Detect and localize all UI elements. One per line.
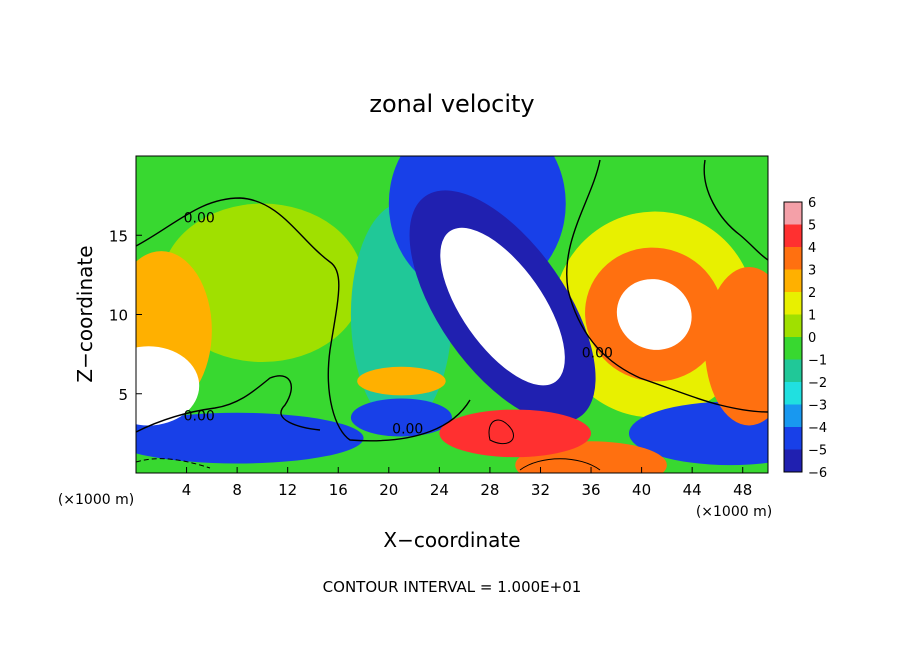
velocity-region-0	[440, 227, 565, 386]
colorbar-swatch	[784, 427, 802, 450]
velocity-region-14	[357, 366, 446, 396]
colorbar-label: −5	[808, 444, 827, 459]
y-tick-label: 15	[109, 227, 128, 245]
x-tick-label: 28	[480, 481, 499, 499]
zero-contour-top-right	[703, 159, 768, 261]
contour-label-3: 0.00	[582, 345, 613, 361]
dashed-contour-bottom-left	[136, 458, 211, 469]
colorbar-swatch	[784, 449, 802, 473]
velocity-region-15	[350, 398, 452, 437]
contour-label-2: 0.00	[392, 421, 423, 437]
colorbar-swatch	[784, 382, 802, 405]
colorbar-swatch	[784, 404, 802, 428]
chart-title: zonal velocity	[369, 90, 534, 118]
colorbar-swatch	[784, 202, 802, 225]
x-tick-label: 40	[632, 481, 651, 499]
colorbar-label: 0	[808, 331, 816, 346]
colorbar-label: 6	[808, 196, 816, 211]
contour-interval-note: CONTOUR INTERVAL = 1.000E+01	[323, 578, 582, 596]
y-tick-label: 5	[118, 386, 128, 404]
zero-contour-upper-left	[136, 197, 471, 442]
colorbar-swatch	[784, 224, 802, 248]
thin-contour-mid	[488, 419, 514, 445]
x-tick-label: 20	[379, 481, 398, 499]
plot-area: 0.00 0.00 0.00 0.00	[136, 156, 768, 473]
colorbar-label: 5	[808, 219, 816, 234]
x-tick-label: 48	[733, 481, 752, 499]
y-axis-label: Z−coordinate	[73, 245, 97, 382]
x-unit-right: (×1000 m)	[696, 504, 772, 520]
x-tick-label: 24	[430, 481, 449, 499]
x-tick-label: 16	[329, 481, 348, 499]
velocity-region-6	[136, 346, 200, 426]
velocity-region-9	[161, 203, 364, 363]
x-unit-left: (×1000 m)	[58, 492, 134, 508]
colorbar-label: −3	[808, 399, 827, 414]
x-tick-label: 36	[581, 481, 600, 499]
velocity-field	[136, 156, 768, 473]
x-tick-label: 32	[531, 481, 550, 499]
x-tick-label: 44	[683, 481, 702, 499]
thin-contour-bottom	[519, 458, 601, 471]
colorbar-label: 1	[808, 309, 816, 324]
colorbar: 6 5 4 3 2 1 0 −1 −2 −3 −4 −5 −6	[783, 196, 827, 481]
contour-label-1: 0.00	[184, 409, 215, 425]
x-axis-label: X−coordinate	[383, 528, 520, 552]
colorbar-swatch	[784, 292, 802, 315]
colorbar-label: −1	[808, 354, 827, 369]
colorbar-swatch	[784, 314, 802, 338]
contour-labels: 0.00 0.00 0.00 0.00	[184, 211, 613, 438]
colorbar-label: 2	[808, 286, 816, 301]
colorbar-swatch	[784, 337, 802, 360]
colorbar-label: 3	[808, 264, 816, 279]
velocity-region-8	[704, 266, 768, 426]
zero-contour-right	[566, 159, 768, 413]
velocity-region-11	[136, 412, 364, 464]
velocity-region-3	[616, 279, 692, 350]
x-tick-label: 8	[232, 481, 242, 499]
y-tick-label: 10	[109, 307, 128, 325]
colorbar-label: −4	[808, 421, 827, 436]
zero-contours	[136, 159, 768, 471]
colorbar-label: −2	[808, 376, 827, 391]
contour-label-0: 0.00	[184, 211, 215, 227]
x-axis-ticks: 4 8 12 16 20 24 28 32 36 40 44 48	[182, 467, 752, 499]
x-tick-label: 4	[182, 481, 192, 499]
colorbar-label: −6	[808, 466, 827, 481]
velocity-region-13	[439, 409, 592, 458]
colorbar-swatch	[784, 359, 802, 383]
colorbar-label: 4	[808, 241, 816, 256]
colorbar-frame	[783, 201, 803, 473]
y-axis-ticks: 5 10 15	[109, 227, 142, 404]
colorbar-swatch	[784, 269, 802, 293]
colorbar-swatch	[784, 247, 802, 270]
x-tick-label: 12	[278, 481, 297, 499]
zero-contour-lower	[136, 375, 321, 433]
